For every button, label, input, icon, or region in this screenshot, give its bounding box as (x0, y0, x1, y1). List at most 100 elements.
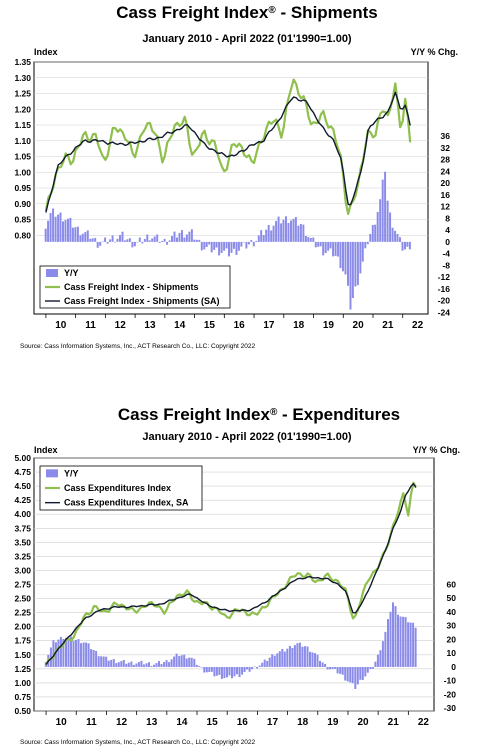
y2-tick-label: -12 (438, 272, 451, 282)
yy-bar (106, 241, 109, 244)
yy-bar (163, 662, 166, 667)
left-axis-label: Index (34, 445, 58, 455)
yy-bar (339, 667, 342, 674)
yy-bar (282, 219, 285, 242)
yy-bar (84, 232, 87, 242)
x-tick-label: 21 (388, 717, 400, 728)
yy-bar (356, 241, 359, 286)
yy-bar (255, 240, 258, 242)
yy-bar (195, 664, 198, 667)
yy-bar (384, 631, 387, 667)
yy-bar (124, 240, 126, 242)
yy-bar (369, 667, 372, 670)
yy-bar (156, 234, 159, 242)
yy-bar (228, 667, 231, 676)
yy-bar (354, 241, 357, 287)
yy-bar (105, 656, 108, 667)
yy-bar (81, 233, 84, 242)
series-line-sa (45, 91, 411, 213)
yy-bar (65, 637, 67, 667)
yy-bar (277, 216, 280, 242)
yy-bar (74, 227, 77, 242)
y2-tick-label: -8 (442, 260, 450, 270)
yy-bar (381, 641, 384, 667)
yy-bar (387, 619, 389, 667)
yy-bar (290, 220, 292, 242)
yy-bar (213, 241, 216, 250)
x-tick-label: 13 (146, 717, 158, 728)
y2-tick-label: 50 (447, 593, 457, 603)
yy-bar (241, 667, 244, 675)
yy-bar (193, 658, 196, 667)
yy-bar (145, 663, 148, 667)
yy-bar (215, 241, 218, 248)
yy-bar (407, 622, 410, 667)
yy-bar (262, 235, 265, 242)
legend-swatch-yy (46, 469, 58, 478)
yy-bar (44, 228, 47, 242)
y2-tick-label: 0 (451, 662, 456, 672)
y-tick-label: 4.50 (14, 481, 31, 491)
y2-tick-label: -10 (444, 676, 457, 686)
yy-bar (409, 622, 412, 667)
y-tick-label: 0.85 (14, 215, 31, 225)
yy-bar (136, 241, 139, 243)
y-tick-label: 1.35 (14, 57, 31, 67)
yy-bar (70, 636, 72, 667)
yy-bar (168, 662, 171, 667)
yy-bar (316, 654, 319, 667)
yy-bar (414, 627, 417, 667)
yy-bar (349, 667, 352, 683)
yy-bar (82, 642, 85, 667)
legend-label: Y/Y (64, 468, 79, 478)
yy-bar (371, 667, 374, 669)
y2-tick-label: -20 (444, 689, 457, 699)
yy-bar (146, 234, 149, 242)
yy-bar (143, 238, 146, 242)
y-tick-label: 1.30 (14, 73, 31, 83)
yy-bar (198, 239, 201, 242)
yy-bar (246, 667, 249, 670)
yy-bar (285, 216, 287, 242)
x-tick-label: 13 (144, 320, 156, 331)
yy-bar (127, 662, 130, 667)
yy-bar (161, 240, 164, 242)
yy-bar (339, 241, 342, 269)
yy-bar (92, 650, 95, 667)
yy-bar (293, 645, 296, 667)
registered-mark: ® (268, 5, 276, 16)
yy-bar (270, 230, 273, 242)
y2-tick-label: 4 (445, 225, 450, 235)
yy-bar (94, 237, 97, 242)
yy-bar (287, 223, 290, 242)
x-tick-label: 19 (323, 320, 335, 331)
yy-bar (86, 230, 89, 242)
expenditures-chart: Cass Freight Index® - Expenditures Janua… (14, 405, 460, 746)
yy-bar (233, 667, 236, 677)
yy-bar (391, 227, 394, 242)
yy-bar (344, 241, 347, 275)
chart-subtitle: January 2010 - April 2022 (01'1990=1.00) (142, 431, 352, 443)
yy-bar (85, 642, 88, 667)
chart-title: Cass Freight Index® - Expenditures (118, 405, 400, 424)
y2-tick-label: 20 (441, 178, 451, 188)
source-note: Source: Cass Information Systems, Inc., … (20, 739, 255, 746)
yy-bar (396, 234, 399, 242)
x-tick-label: 17 (263, 320, 275, 331)
yy-bar (273, 655, 276, 667)
yy-bar (288, 645, 291, 667)
y-tick-label: 0.50 (14, 706, 31, 716)
yy-bar (132, 664, 135, 667)
yy-bar (218, 241, 221, 256)
y2-tick-label: -20 (438, 296, 451, 306)
yy-bar (185, 234, 188, 242)
yy-bar (306, 646, 309, 667)
registered-mark: ® (270, 407, 278, 418)
yy-bar (332, 241, 335, 257)
yy-bar (257, 235, 260, 242)
y2-tick-label: 8 (445, 213, 450, 223)
x-tick-label: 20 (357, 717, 369, 728)
chart-title: Cass Freight Index® - Shipments (116, 3, 378, 22)
y2-tick-label: 20 (447, 634, 457, 644)
